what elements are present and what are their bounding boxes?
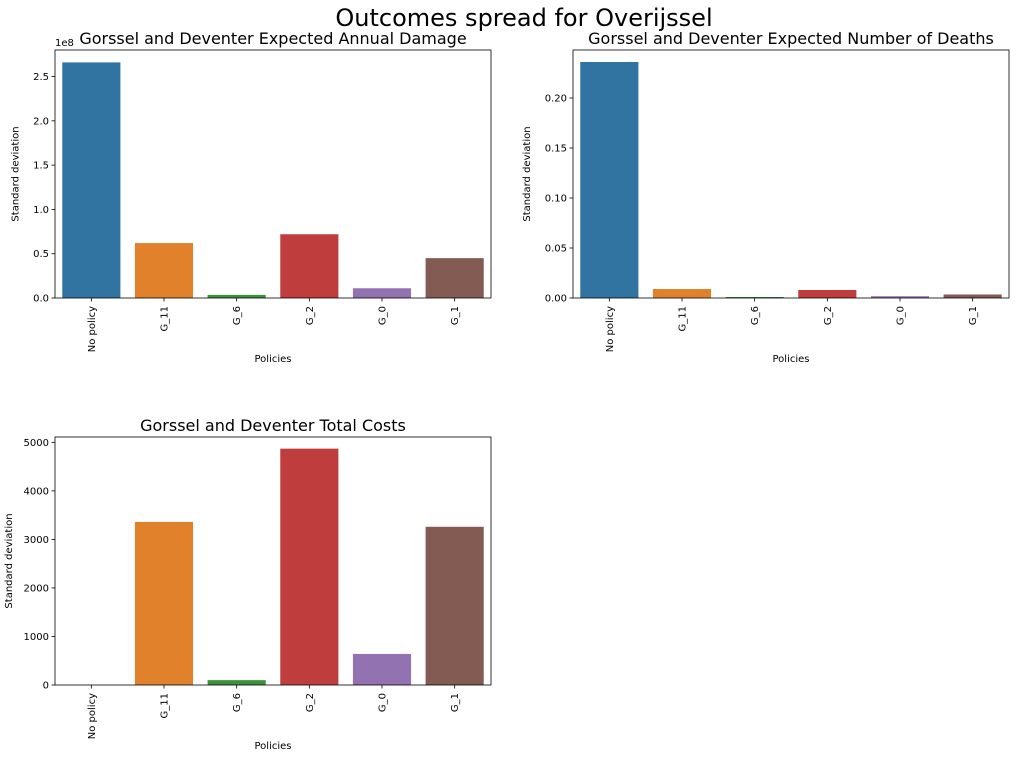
x-tick-label-g-11: G_11 [160,693,171,718]
subplot-title: Gorssel and Deventer Expected Number of … [588,29,994,48]
x-tick-label-g-1: G_1 [450,306,461,325]
y-tick-label: 4000 [24,486,49,497]
y-tick-label: 3000 [24,535,49,546]
x-tick-label-no-policy: No policy [87,306,98,352]
subplot-expected-annual-damage: 0.0 0.5 1.0 1.5 2.0 2.5 No policy G_11 G_6 G_2 G_0… [10,29,492,365]
x-axis-label: Policies [255,354,292,365]
y-tick-label: 2000 [24,583,49,594]
y-tick-label: 1.0 [33,205,49,216]
y-tick-label: 2.0 [33,116,49,127]
y-axis-label: Standard deviation [522,126,533,221]
bar-g-6 [207,294,266,298]
x-axis-label: Policies [773,354,810,365]
y-tick-label: 0.20 [545,94,567,105]
bar-g-1 [425,258,484,298]
bar-g-2 [280,234,339,298]
x-tick-label-g-1: G_1 [450,693,461,712]
x-tick-label-g-0: G_0 [896,306,907,325]
bar-no-policy [62,62,121,299]
x-tick-label-g-0: G_0 [378,693,389,712]
subplot-total-costs: 0 1000 2000 3000 4000 5000 No policy G_11 G_6 G_2… [4,416,492,752]
x-tick-label-no-policy: No policy [87,693,98,739]
subplot-title: Gorssel and Deventer Total Costs [140,416,406,435]
subplot-expected-number-of-deaths: 0.00 0.05 0.10 0.15 0.20 No policy G_11 G_6 G_2 G… [522,29,1010,365]
bar-g-11 [134,243,194,298]
x-tick-label-g-2: G_2 [823,306,834,325]
axes-frame [54,49,492,299]
bar-g-0 [870,296,930,298]
y-tick-label: 0.00 [545,294,567,305]
x-tick-label-g-0: G_0 [378,306,389,325]
figure-title: Outcomes spread for Overijssel [335,4,712,32]
x-tick-label-g-6: G_6 [232,306,243,325]
y-tick-label: 1.5 [33,161,49,172]
y-offset-label: 1e8 [55,38,74,49]
y-tick-label: 2.5 [33,72,49,83]
bar-g-0 [352,288,412,298]
x-tick-label-g-2: G_2 [305,693,316,712]
bar-g-1 [943,294,1002,298]
bar-g-2 [798,290,857,298]
x-tick-label-g-6: G_6 [232,693,243,712]
bar-g-1 [425,526,484,685]
bar-g-6 [207,680,266,685]
y-tick-label: 0.15 [545,144,567,155]
x-tick-label-g-2: G_2 [305,306,316,325]
bar-g-11 [134,521,194,685]
y-tick-label: 0 [43,681,49,692]
y-axis-label: Standard deviation [10,126,21,221]
bar-g-0 [352,653,412,685]
y-axis-label: Standard deviation [4,513,15,608]
x-tick-label-no-policy: No policy [605,306,616,352]
x-tick-label-g-11: G_11 [160,306,171,331]
x-tick-label-g-1: G_1 [968,306,979,325]
x-tick-label-g-6: G_6 [750,306,761,325]
axes-frame [54,436,492,686]
subplot-title: Gorssel and Deventer Expected Annual Dam… [79,29,466,48]
x-tick-label-g-11: G_11 [678,306,689,331]
y-tick-label: 0.0 [33,294,49,305]
y-tick-label: 0.10 [545,194,567,205]
y-tick-label: 5000 [24,438,49,449]
bar-g-2 [280,448,339,685]
y-tick-label: 1000 [24,632,49,643]
bar-g-11 [652,289,712,298]
y-tick-label: 0.5 [33,249,49,260]
x-axis-label: Policies [255,741,292,752]
y-tick-label: 0.05 [545,244,567,255]
bar-g-6 [725,297,784,298]
bar-no-policy [580,62,639,298]
axes-frame [572,49,1010,299]
